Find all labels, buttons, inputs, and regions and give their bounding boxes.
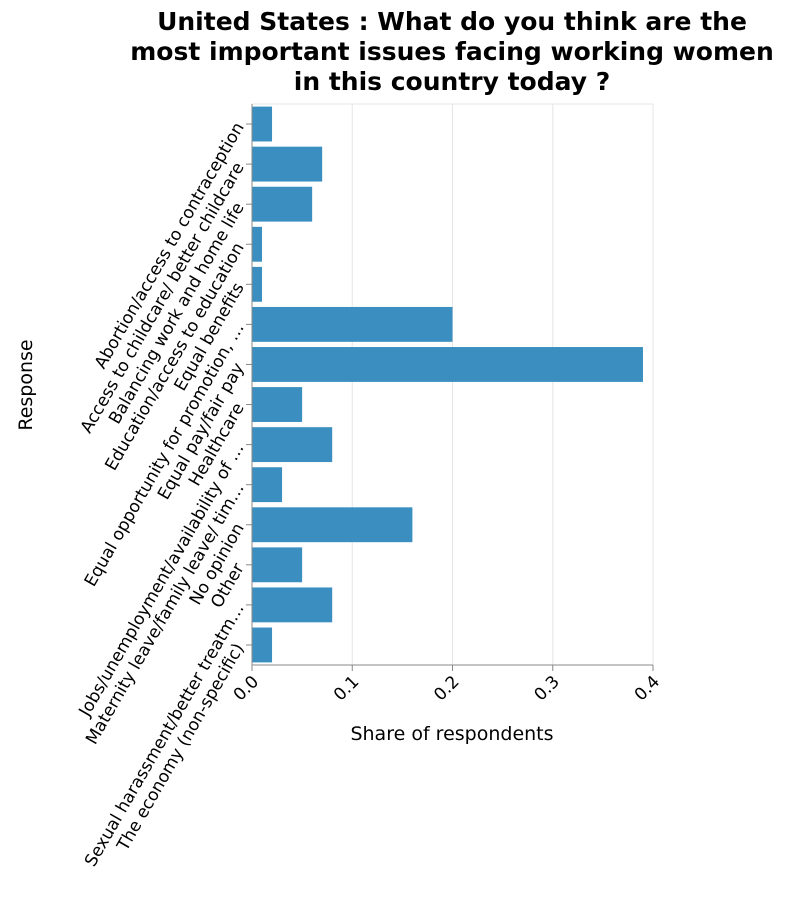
bar: [252, 226, 263, 262]
x-tick-label: 0.0: [230, 672, 263, 705]
bar: [252, 347, 643, 382]
bars: [252, 106, 643, 663]
chart-title-line-2: most important issues facing working wom…: [130, 37, 774, 66]
bar: [252, 387, 303, 422]
chart-title: United States : What do you think are th…: [130, 7, 774, 96]
chart-title-line-3: in this country today ?: [294, 67, 610, 96]
y-axis-title: Response: [15, 339, 37, 430]
bar: [252, 587, 333, 623]
x-tick-label: 0.2: [430, 672, 463, 705]
x-tick-label: 0.1: [330, 672, 363, 705]
bar: [252, 627, 273, 663]
bar: [252, 507, 413, 543]
chart-title-line-1: United States : What do you think are th…: [157, 7, 747, 36]
x-tick-label: 0.3: [531, 672, 564, 705]
bar: [252, 146, 323, 182]
x-axis-title: Share of respondents: [350, 723, 553, 745]
x-tick-label: 0.4: [631, 672, 664, 705]
bar: [252, 186, 313, 222]
axes: [246, 104, 654, 671]
bar: [252, 547, 303, 583]
bar: [252, 467, 283, 503]
bar: [252, 266, 263, 302]
bar: [252, 306, 453, 342]
x-tick-labels: 0.0 0.1 0.2 0.3 0.4: [230, 672, 664, 705]
bar: [252, 106, 273, 142]
bar: [252, 427, 333, 463]
